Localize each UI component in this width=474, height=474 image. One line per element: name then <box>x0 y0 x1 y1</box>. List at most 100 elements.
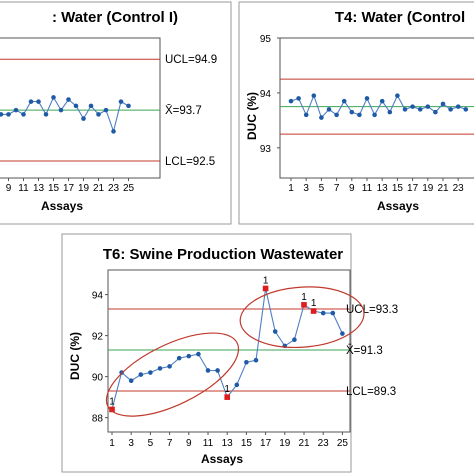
x-tick-label: 17 <box>260 438 272 449</box>
flagged-point <box>262 285 269 292</box>
data-point <box>292 337 297 343</box>
x-tick-label: 3 <box>128 438 134 449</box>
lcl-label: LCL=92.5 <box>165 156 215 168</box>
data-point <box>0 112 4 117</box>
data-point <box>126 103 131 109</box>
x-tick-label: 5 <box>148 438 154 449</box>
x-tick-label: 15 <box>392 183 404 194</box>
data-point <box>448 107 453 112</box>
data-point <box>349 109 355 115</box>
flag-label: 1 <box>224 384 230 395</box>
data-point <box>341 98 347 104</box>
x-tick-label: 11 <box>203 438 214 449</box>
data-point <box>319 115 324 120</box>
data-point <box>433 109 438 115</box>
plot-area <box>107 269 351 433</box>
data-point <box>340 331 345 336</box>
data-point <box>303 112 309 118</box>
data-point <box>119 370 124 375</box>
data-point <box>176 355 182 361</box>
data-point <box>186 353 192 359</box>
data-point <box>58 107 64 113</box>
data-point <box>296 96 301 101</box>
data-point <box>128 378 134 384</box>
data-point <box>13 107 19 113</box>
x-tick-label: 19 <box>78 183 90 194</box>
data-point <box>364 96 370 101</box>
data-point <box>103 107 109 113</box>
data-point <box>73 103 79 109</box>
chart-title: : Water (Control I) <box>52 9 178 26</box>
flag-label: 1 <box>301 292 307 303</box>
x-tick-label: 1 <box>288 183 294 194</box>
x-tick-label: 19 <box>422 183 434 194</box>
data-point <box>372 112 377 118</box>
data-point <box>118 99 124 104</box>
data-point <box>167 364 172 369</box>
data-point <box>88 103 94 109</box>
x-tick-label: 11 <box>18 183 29 194</box>
data-point <box>36 99 41 104</box>
highlight-ellipse-high <box>239 286 365 349</box>
data-point <box>379 98 385 104</box>
data-point <box>66 97 71 102</box>
y-tick-label: 95 <box>260 34 272 45</box>
data-point <box>463 107 469 112</box>
data-point <box>425 104 431 109</box>
x-tick-label: 9 <box>6 183 12 194</box>
data-point <box>410 104 415 109</box>
x-tick-label: 25 <box>337 438 349 449</box>
data-point <box>196 351 201 357</box>
ucl-label: UCL=93.3 <box>346 304 398 316</box>
data-point <box>138 372 144 377</box>
x-axis-label: Assays <box>201 452 243 466</box>
flag-label: 1 <box>263 275 269 286</box>
data-point <box>440 101 446 107</box>
flagged-point <box>224 394 230 400</box>
x-axis-label: Assays <box>377 199 419 213</box>
data-point <box>51 95 56 100</box>
center-label: X̄=91.3 <box>346 344 383 357</box>
data-point <box>205 368 211 373</box>
x-tick-label: 15 <box>241 438 253 449</box>
data-point <box>28 99 34 104</box>
x-tick-label: 15 <box>48 183 60 194</box>
data-point <box>326 107 332 112</box>
chart-title: T6: Swine Production Wastewater <box>103 246 343 263</box>
data-point <box>215 368 220 373</box>
data-point <box>320 310 326 316</box>
flagged-point <box>310 308 317 314</box>
ucl-label: UCL=94.9 <box>165 54 217 66</box>
panel-frame <box>238 1 474 225</box>
plot-area <box>0 37 161 179</box>
x-tick-label: 19 <box>279 438 291 449</box>
x-tick-label: 23 <box>108 183 120 194</box>
x-tick-label: 17 <box>407 183 419 194</box>
data-point <box>395 93 400 98</box>
y-tick-label: 94 <box>260 89 272 100</box>
flagged-point <box>301 302 307 308</box>
y-axis-label: DUC (%) <box>245 92 259 140</box>
data-point <box>96 112 101 117</box>
data-point <box>157 366 163 371</box>
data-point <box>417 107 423 112</box>
y-tick-label: 92 <box>92 332 104 343</box>
plot-area <box>279 37 474 179</box>
y-tick-label: 93 <box>260 144 272 155</box>
lcl-label: LCL=89.3 <box>346 386 396 398</box>
chart-panel-1: : Water (Control I) UCL=94.9 X̄=93.7 LCL=92… <box>0 1 232 225</box>
x-tick-label: 9 <box>186 438 192 449</box>
data-point <box>288 98 294 104</box>
panel-frame <box>0 1 232 225</box>
data-point <box>387 109 393 115</box>
x-tick-label: 21 <box>93 183 105 194</box>
data-point <box>148 370 153 375</box>
center-label: X̄=93.7 <box>165 104 202 117</box>
chart-panel-3: T6: Swine Production Wastewater UCL=93.3 X… <box>61 233 398 473</box>
x-tick-label: 13 <box>33 183 45 194</box>
y-tick-label: 90 <box>92 373 104 384</box>
data-point <box>21 112 26 117</box>
x-tick-label: 7 <box>167 438 173 449</box>
data-point <box>311 93 317 98</box>
